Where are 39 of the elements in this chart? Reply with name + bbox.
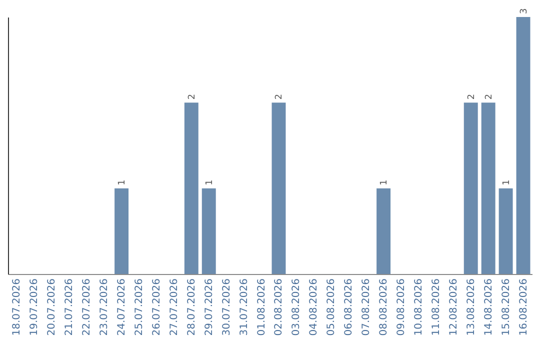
x-tick-label: 03.08.2026 [291, 278, 302, 336]
x-tick-label: 18.07.2026 [12, 278, 23, 336]
x-tick-label: 05.08.2026 [326, 278, 338, 336]
data-label: 2 [274, 94, 285, 100]
x-tick-label: 15.08.2026 [500, 278, 512, 336]
x-tick-label: 02.08.2026 [274, 278, 285, 336]
x-tick-label: 20.07.2026 [46, 278, 58, 336]
data-label: 1 [502, 180, 512, 186]
x-tick-label: 19.07.2026 [29, 278, 40, 336]
data-label: 2 [466, 94, 477, 100]
data-label: 3 [519, 8, 530, 14]
x-tick-label: 25.07.2026 [134, 278, 145, 336]
x-tick-label: 04.08.2026 [308, 278, 320, 336]
x-tick-label: 09.08.2026 [396, 278, 407, 336]
x-tick-label: 16.08.2026 [518, 278, 530, 336]
x-tick-label: 10.08.2026 [413, 278, 424, 336]
x-tick-label: 21.07.2026 [64, 278, 76, 336]
data-label: 1 [118, 180, 128, 186]
x-tick-label: 22.07.2026 [82, 278, 93, 336]
x-tick-label: 30.07.2026 [221, 278, 232, 336]
x-tick-label: 31.07.2026 [238, 278, 250, 336]
x-tick-label: 01.08.2026 [256, 278, 268, 336]
data-label: 1 [204, 180, 215, 186]
x-tick-label: 06.08.2026 [344, 278, 355, 336]
data-label: 2 [484, 94, 494, 100]
x-tick-label: 14.08.2026 [483, 278, 494, 336]
x-tick-label: 13.08.2026 [466, 278, 477, 336]
x-tick-label: 26.07.2026 [151, 278, 162, 336]
x-tick-label: 24.07.2026 [116, 278, 128, 336]
x-tick-label: 27.07.2026 [168, 278, 180, 336]
data-label: 1 [380, 180, 390, 186]
x-tick-label: 29.07.2026 [204, 278, 215, 336]
x-tick-label: 28.07.2026 [186, 278, 198, 336]
x-tick-label: 11.08.2026 [430, 278, 442, 336]
data-label: 2 [187, 94, 198, 100]
x-tick-label: 23.07.2026 [99, 278, 110, 336]
x-tick-label: 07.08.2026 [361, 278, 372, 336]
x-tick-label: 12.08.2026 [448, 278, 460, 336]
x-tick-label: 08.08.2026 [378, 278, 390, 336]
